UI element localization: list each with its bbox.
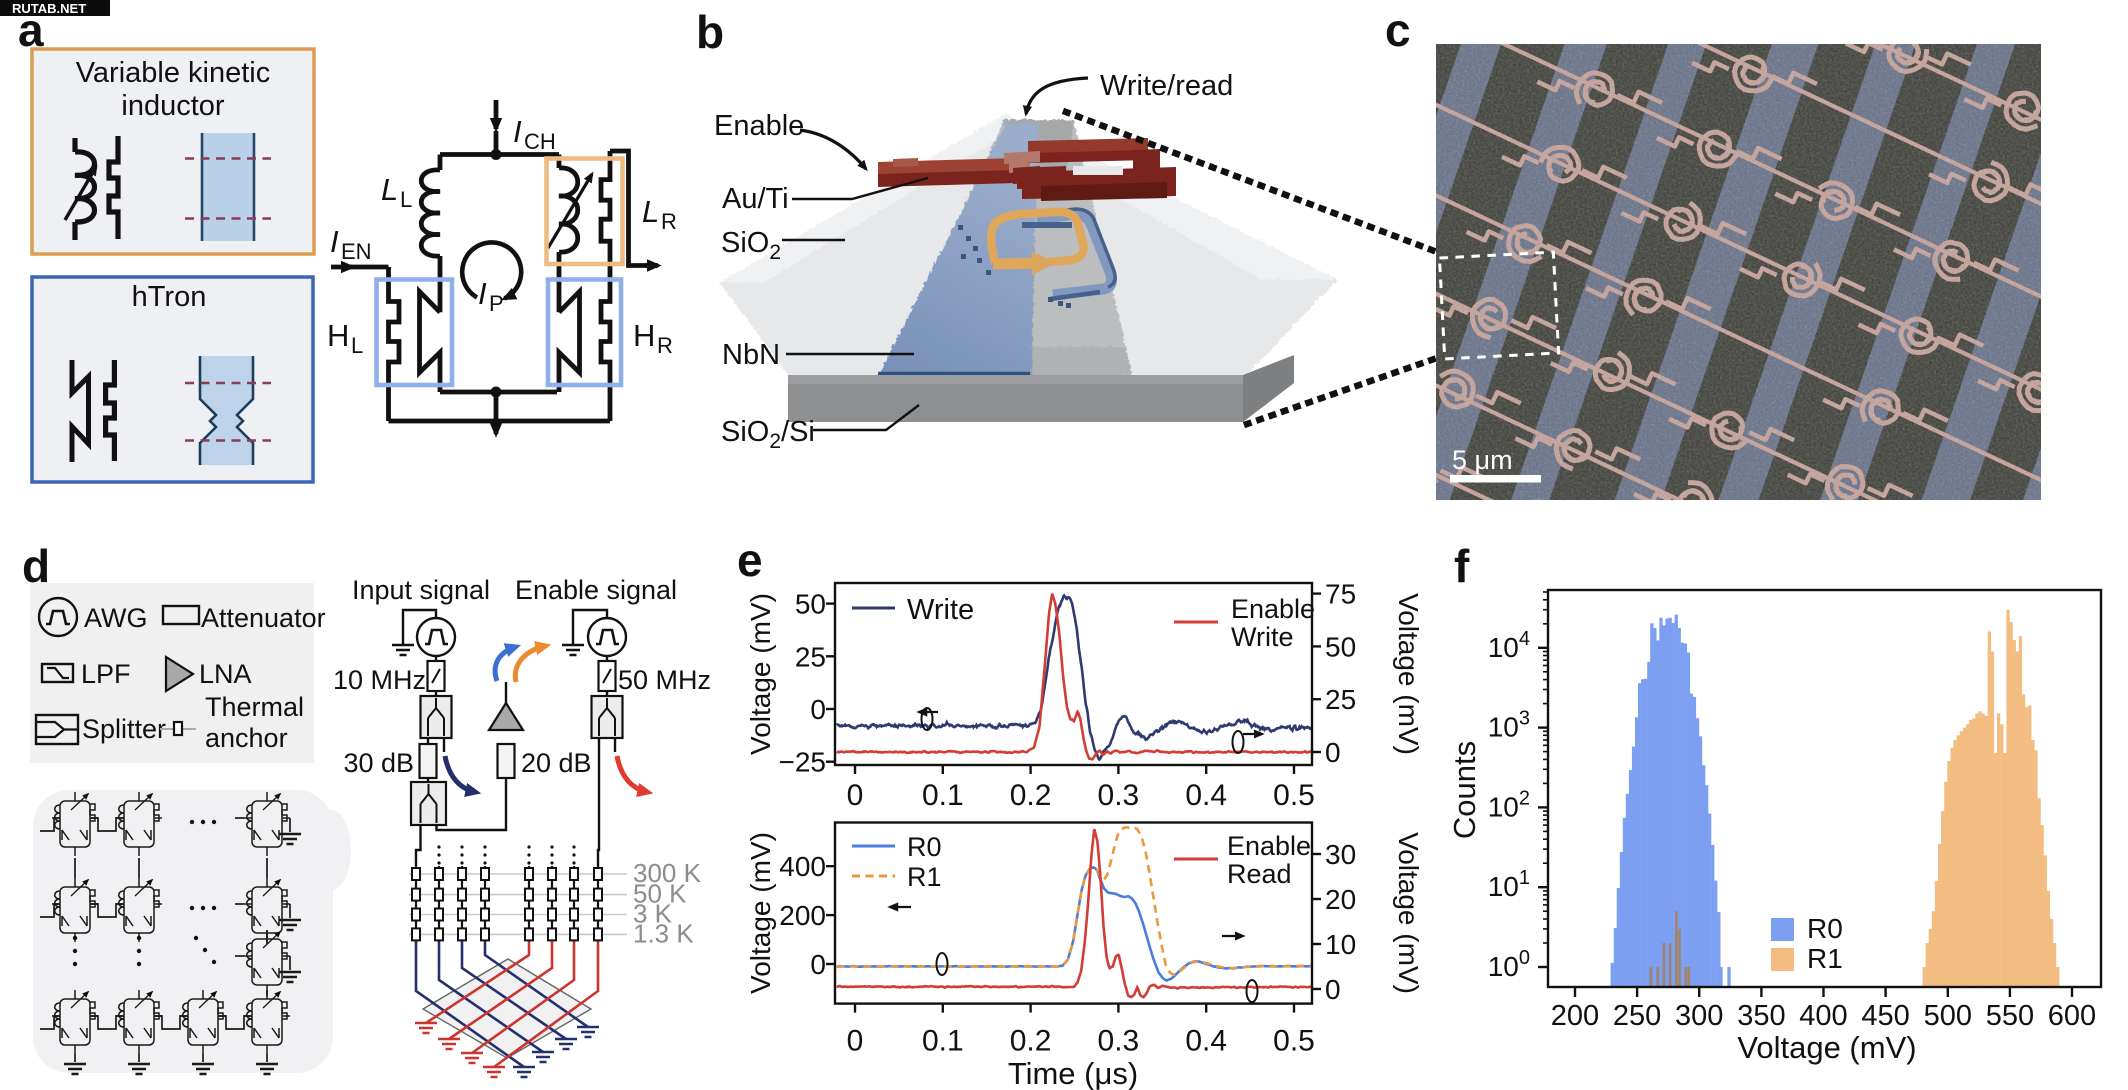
svg-text:20: 20: [1325, 884, 1356, 915]
svg-text:Au/Ti: Au/Ti: [722, 183, 789, 215]
svg-text:I: I: [513, 114, 522, 149]
svg-text:LNA: LNA: [199, 659, 252, 689]
svg-text:Write: Write: [1231, 622, 1294, 652]
svg-text:50 K: 50 K: [633, 879, 687, 909]
svg-text:1.3 K: 1.3 K: [633, 918, 694, 948]
svg-text:Attenuator: Attenuator: [201, 603, 326, 633]
svg-text:50: 50: [795, 589, 826, 620]
svg-text:L: L: [400, 187, 412, 212]
svg-text:350: 350: [1737, 1000, 1785, 1032]
svg-text:R0: R0: [907, 832, 942, 862]
svg-text:0: 0: [1325, 737, 1341, 768]
svg-text:Input signal: Input signal: [352, 575, 490, 605]
svg-text:Voltage (mV): Voltage (mV): [1393, 593, 1424, 755]
svg-text:10: 10: [1325, 929, 1356, 960]
svg-text:3 K: 3 K: [633, 899, 673, 929]
svg-text:0: 0: [847, 779, 864, 812]
svg-text:Time (μs): Time (μs): [1008, 1056, 1138, 1090]
svg-text:CH: CH: [524, 129, 556, 154]
svg-text:75: 75: [1325, 579, 1356, 610]
svg-text:0: 0: [1325, 974, 1341, 1005]
svg-text:NbN: NbN: [722, 339, 780, 371]
svg-text:25: 25: [1325, 684, 1356, 715]
svg-text:I: I: [478, 276, 487, 311]
svg-text:200: 200: [1551, 1000, 1599, 1032]
svg-text:SiO2/Si: SiO2/Si: [721, 416, 815, 453]
svg-text:L: L: [351, 333, 363, 358]
svg-text:400: 400: [1799, 1000, 1847, 1032]
svg-text:H: H: [633, 318, 655, 353]
svg-text:R1: R1: [1807, 943, 1843, 974]
svg-text:L: L: [381, 172, 398, 207]
svg-text:Counts: Counts: [1447, 741, 1482, 839]
svg-text:Write: Write: [907, 594, 974, 626]
svg-text:Voltage (mV): Voltage (mV): [1393, 832, 1424, 994]
svg-text:450: 450: [1861, 1000, 1909, 1032]
svg-text:R1: R1: [907, 862, 942, 892]
svg-text:5 μm: 5 μm: [1452, 445, 1513, 475]
svg-text:0.5: 0.5: [1273, 779, 1315, 812]
svg-text:20 dB: 20 dB: [521, 748, 592, 778]
svg-text:H: H: [327, 318, 349, 353]
svg-text:EN: EN: [341, 239, 372, 264]
svg-text:I: I: [330, 224, 339, 259]
svg-text:e: e: [737, 534, 763, 586]
svg-text:0.2: 0.2: [1010, 1025, 1052, 1058]
svg-text:600: 600: [2048, 1000, 2096, 1032]
svg-text:30 dB: 30 dB: [343, 748, 414, 778]
svg-text:AWG: AWG: [84, 603, 148, 633]
svg-text:LPF: LPF: [81, 659, 131, 689]
svg-text:L: L: [642, 194, 659, 229]
svg-text:Enable: Enable: [1231, 594, 1315, 624]
svg-text:25: 25: [795, 641, 826, 672]
svg-text:Enable signal: Enable signal: [515, 575, 677, 605]
svg-text:Enable: Enable: [1227, 831, 1311, 861]
svg-text:0.3: 0.3: [1098, 779, 1140, 812]
svg-text:0.5: 0.5: [1273, 1025, 1315, 1058]
svg-text:0.1: 0.1: [922, 1025, 964, 1058]
svg-text:Voltage (mV): Voltage (mV): [745, 593, 776, 755]
svg-text:50: 50: [1325, 631, 1356, 662]
svg-text:50 MHz: 50 MHz: [618, 665, 711, 695]
svg-text:c: c: [1385, 4, 1411, 56]
svg-text:anchor: anchor: [205, 723, 288, 753]
svg-text:500: 500: [1924, 1000, 1972, 1032]
svg-text:R: R: [657, 333, 673, 358]
svg-text:−25: −25: [779, 747, 827, 778]
svg-text:0: 0: [847, 1025, 864, 1058]
svg-text:hTron: hTron: [132, 281, 207, 313]
svg-text:0: 0: [810, 694, 826, 725]
svg-text:inductor: inductor: [121, 90, 225, 122]
svg-text:Variable kinetic: Variable kinetic: [76, 57, 271, 89]
svg-text:0.3: 0.3: [1098, 1025, 1140, 1058]
svg-text:0.4: 0.4: [1185, 1025, 1227, 1058]
svg-text:0.1: 0.1: [922, 779, 964, 812]
svg-text:Read: Read: [1227, 859, 1292, 889]
svg-text:R: R: [661, 209, 677, 234]
svg-text:0.4: 0.4: [1185, 779, 1227, 812]
svg-text:RUTAB.NET: RUTAB.NET: [12, 1, 86, 16]
svg-text:0.2: 0.2: [1010, 779, 1052, 812]
svg-text:f: f: [1454, 540, 1470, 592]
svg-text:400: 400: [779, 851, 826, 882]
svg-text:Write/read: Write/read: [1100, 70, 1233, 102]
svg-text:200: 200: [779, 900, 826, 931]
svg-text:550: 550: [1986, 1000, 2034, 1032]
svg-text:300 K: 300 K: [633, 858, 702, 888]
svg-text:R0: R0: [1807, 913, 1843, 944]
svg-text:30: 30: [1325, 839, 1356, 870]
svg-text:10 MHz: 10 MHz: [333, 665, 426, 695]
svg-text:P: P: [489, 291, 504, 316]
svg-text:0: 0: [810, 949, 826, 980]
svg-text:250: 250: [1613, 1000, 1661, 1032]
svg-text:Splitter: Splitter: [82, 714, 166, 744]
svg-text:300: 300: [1675, 1000, 1723, 1032]
svg-text:Voltage (mV): Voltage (mV): [1737, 1030, 1916, 1065]
svg-text:Enable: Enable: [714, 110, 804, 142]
svg-text:Voltage (mV): Voltage (mV): [745, 832, 776, 994]
svg-text:Thermal: Thermal: [205, 692, 304, 722]
svg-text:b: b: [696, 6, 724, 58]
